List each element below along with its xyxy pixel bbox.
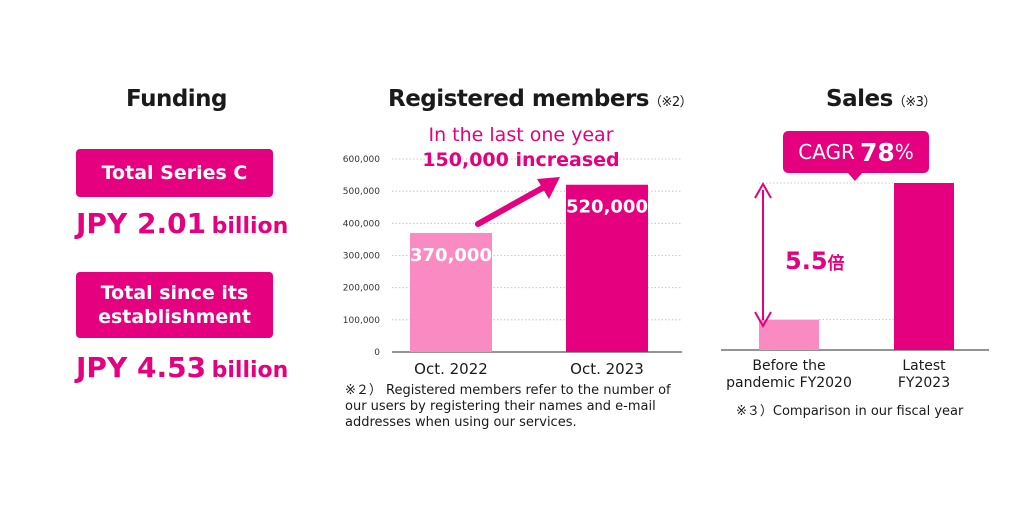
multiplier-unit: 倍: [828, 253, 845, 274]
cagr-value: 78: [859, 137, 895, 167]
total-label-line2: establishment: [98, 306, 251, 328]
total-label-line1: Total since its: [100, 282, 249, 304]
y-tick-label: 100,000: [343, 316, 380, 326]
members-annotation-line1: In the last one year: [429, 124, 614, 146]
series-c-badge: Total Series C: [76, 149, 273, 197]
multiplier-arrow: [754, 181, 772, 329]
bar-value-label: 520,000: [566, 197, 648, 218]
multiplier-label: 5.5倍: [785, 247, 845, 275]
sales-title-text: Sales: [826, 86, 893, 112]
x-tick-label: Oct. 2023: [570, 360, 644, 378]
x-tick-label: FY2023: [898, 375, 950, 391]
series-c-amount: JPY 2.01 billion: [76, 207, 288, 240]
x-tick-label: pandemic FY2020: [726, 375, 852, 391]
total-badge: Total since its establishment: [76, 272, 273, 338]
series-c-currency: JPY 2.01: [76, 207, 207, 240]
bar: [566, 184, 648, 352]
total-amount: JPY 4.53 billion: [76, 351, 288, 384]
cagr-badge-pointer: [847, 172, 863, 181]
cagr-badge: CAGR 78%: [783, 131, 929, 173]
x-tick-label: Latest: [902, 358, 946, 374]
members-annotation-line2: 150,000 increased: [422, 149, 619, 171]
bar: [759, 319, 819, 350]
members-chart: 0 100,000 200,000 300,000 400,000 500,000 600,…: [343, 124, 682, 378]
y-tick-label: 400,000: [343, 219, 380, 229]
x-tick-label: Before the: [752, 358, 825, 374]
x-tick-label: Oct. 2022: [414, 360, 488, 378]
y-tick-label: 200,000: [343, 284, 380, 294]
sales-footnote: ※３）Comparison in our fiscal year: [736, 404, 964, 419]
sales-note-mark: （※3）: [892, 95, 937, 110]
members-title: Registered members（※2）: [388, 86, 693, 112]
total-currency: JPY 4.53: [76, 351, 207, 384]
cagr-label: CAGR: [798, 140, 855, 164]
members-footnote: ※２） Registered members refer to the numb…: [345, 383, 671, 430]
y-tick-label: 0: [374, 348, 380, 358]
bar-value-label: 370,000: [410, 245, 492, 266]
y-tick-label: 500,000: [343, 187, 380, 197]
y-tick-label: 300,000: [343, 252, 380, 262]
multiplier-value: 5.5: [785, 247, 828, 275]
members-title-text: Registered members: [388, 86, 649, 112]
y-tick-label: 600,000: [343, 155, 380, 165]
series-c-label: Total Series C: [101, 162, 248, 184]
bar: [410, 232, 492, 352]
funding-title: Funding: [126, 86, 228, 112]
sales-title: Sales（※3）: [826, 86, 936, 112]
members-note-mark: （※2）: [648, 95, 693, 110]
total-unit: billion: [211, 358, 289, 383]
cagr-pct: %: [894, 140, 914, 164]
growth-arrow: [475, 177, 560, 227]
bar: [894, 183, 954, 350]
series-c-unit: billion: [211, 214, 289, 239]
